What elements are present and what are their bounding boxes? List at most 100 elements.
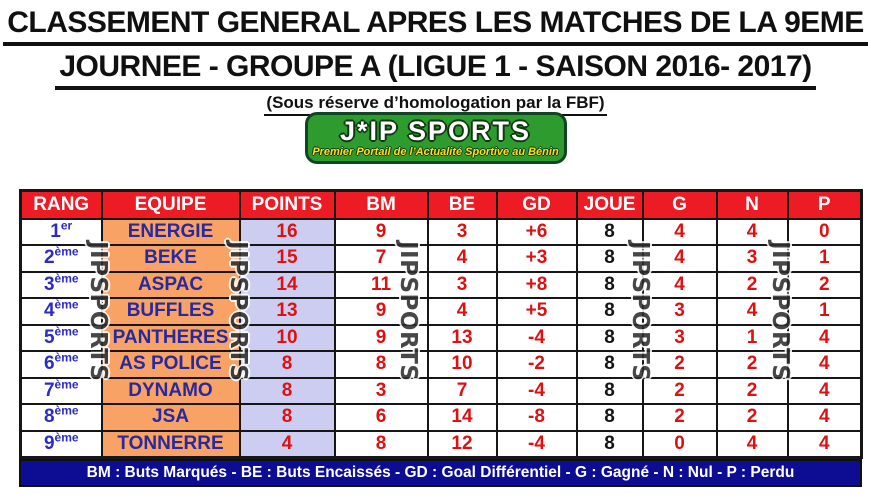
bm-cell: 8 <box>333 429 429 458</box>
points-cell: 10 <box>238 323 336 352</box>
team-cell: JSA <box>100 403 241 432</box>
rank-cell: 2ème <box>19 244 103 273</box>
gd-cell: -8 <box>495 403 578 432</box>
g-cell: 4 <box>641 244 718 273</box>
n-cell: 3 <box>715 244 789 273</box>
team-cell: DYNAMO <box>100 376 241 405</box>
joue-cell: 8 <box>575 350 644 379</box>
table-row: 8ème JSA 8 6 14 -8 8 2 2 4 <box>19 403 863 432</box>
be-cell: 4 <box>426 244 498 273</box>
table-row: 2ème BEKE 15 7 4 +3 8 4 3 1 <box>19 244 863 273</box>
g-cell: 2 <box>641 403 718 432</box>
joue-cell: 8 <box>575 297 644 326</box>
rank-cell: 3ème <box>19 270 103 299</box>
n-cell: 4 <box>715 297 789 326</box>
points-cell: 14 <box>238 270 336 299</box>
p-cell: 4 <box>786 350 863 379</box>
page-title-line1-text: CLASSEMENT GENERAL APRES LES MATCHES DE … <box>3 6 868 46</box>
jip-sports-logo: J*IP SPORTS Premier Portail de l’Actuali… <box>304 112 567 164</box>
rank-cell: 4ème <box>19 297 103 326</box>
col-header-bm: BM <box>333 189 429 220</box>
gd-cell: -2 <box>495 350 578 379</box>
points-cell: 16 <box>238 217 336 246</box>
joue-cell: 8 <box>575 429 644 458</box>
n-cell: 2 <box>715 270 789 299</box>
table-row: 6ème AS POLICE 8 8 10 -2 8 2 2 4 <box>19 350 863 379</box>
joue-cell: 8 <box>575 270 644 299</box>
gd-cell: -4 <box>495 429 578 458</box>
table-row: 9ème TONNERRE 4 8 12 -4 8 0 4 4 <box>19 429 863 458</box>
gd-cell: +8 <box>495 270 578 299</box>
col-header-n: N <box>715 189 789 220</box>
p-cell: 4 <box>786 403 863 432</box>
team-cell: BUFFLES <box>100 297 241 326</box>
team-cell: ENERGIE <box>100 217 241 246</box>
n-cell: 1 <box>715 323 789 352</box>
page-title-line2-text: JOURNEE - GROUPE A (LIGUE 1 - SAISON 201… <box>55 50 816 90</box>
joue-cell: 8 <box>575 376 644 405</box>
rank-cell: 9ème <box>19 429 103 458</box>
gd-cell: +3 <box>495 244 578 273</box>
team-cell: BEKE <box>100 244 241 273</box>
header-row: RANG EQUIPE POINTS BM BE GD JOUE G N P <box>19 189 863 220</box>
g-cell: 4 <box>641 217 718 246</box>
bm-cell: 9 <box>333 297 429 326</box>
g-cell: 2 <box>641 350 718 379</box>
legend-text: BM : Buts Marqués - BE : Buts Encaissés … <box>86 463 795 481</box>
be-cell: 13 <box>426 323 498 352</box>
g-cell: 4 <box>641 270 718 299</box>
g-cell: 3 <box>641 323 718 352</box>
col-header-rang: RANG <box>19 189 103 220</box>
bm-cell: 7 <box>333 244 429 273</box>
gd-cell: +6 <box>495 217 578 246</box>
col-header-joue: JOUE <box>575 189 644 220</box>
points-cell: 15 <box>238 244 336 273</box>
logo-tagline: Premier Portail de l’Actualité Sportive … <box>312 146 559 158</box>
p-cell: 4 <box>786 323 863 352</box>
col-header-g: G <box>641 189 718 220</box>
col-header-equipe: EQUIPE <box>100 189 241 220</box>
joue-cell: 8 <box>575 244 644 273</box>
n-cell: 2 <box>715 376 789 405</box>
n-cell: 2 <box>715 350 789 379</box>
table-row: 1er ENERGIE 16 9 3 +6 8 4 4 0 <box>19 217 863 246</box>
be-cell: 14 <box>426 403 498 432</box>
bm-cell: 9 <box>333 217 429 246</box>
g-cell: 2 <box>641 376 718 405</box>
be-cell: 3 <box>426 270 498 299</box>
team-cell: ASPAC <box>100 270 241 299</box>
be-cell: 7 <box>426 376 498 405</box>
bm-cell: 3 <box>333 376 429 405</box>
rank-cell: 6ème <box>19 350 103 379</box>
be-cell: 10 <box>426 350 498 379</box>
rank-cell: 8ème <box>19 403 103 432</box>
col-header-be: BE <box>426 189 498 220</box>
gd-cell: -4 <box>495 323 578 352</box>
n-cell: 2 <box>715 403 789 432</box>
points-cell: 8 <box>238 376 336 405</box>
col-header-points: POINTS <box>238 189 336 220</box>
team-cell: TONNERRE <box>100 429 241 458</box>
g-cell: 3 <box>641 297 718 326</box>
be-cell: 4 <box>426 297 498 326</box>
page-title-line1: CLASSEMENT GENERAL APRES LES MATCHES DE … <box>0 6 871 46</box>
table-row: 3ème ASPAC 14 11 3 +8 8 4 2 2 <box>19 270 863 299</box>
team-cell: PANTHERES <box>100 323 241 352</box>
team-cell: AS POLICE <box>100 350 241 379</box>
rank-cell: 7ème <box>19 376 103 405</box>
points-cell: 4 <box>238 429 336 458</box>
col-header-p: P <box>786 189 863 220</box>
joue-cell: 8 <box>575 323 644 352</box>
bm-cell: 11 <box>333 270 429 299</box>
page-title-line2: JOURNEE - GROUPE A (LIGUE 1 - SAISON 201… <box>0 50 871 90</box>
standings-table-area: RANG EQUIPE POINTS BM BE GD JOUE G N P 1… <box>19 189 863 487</box>
points-cell: 8 <box>238 350 336 379</box>
gd-cell: +5 <box>495 297 578 326</box>
bm-cell: 8 <box>333 350 429 379</box>
n-cell: 4 <box>715 429 789 458</box>
logo-name: J*IP SPORTS <box>339 116 532 146</box>
g-cell: 0 <box>641 429 718 458</box>
bm-cell: 6 <box>333 403 429 432</box>
table-row: 7ème DYNAMO 8 3 7 -4 8 2 2 4 <box>19 376 863 405</box>
be-cell: 12 <box>426 429 498 458</box>
